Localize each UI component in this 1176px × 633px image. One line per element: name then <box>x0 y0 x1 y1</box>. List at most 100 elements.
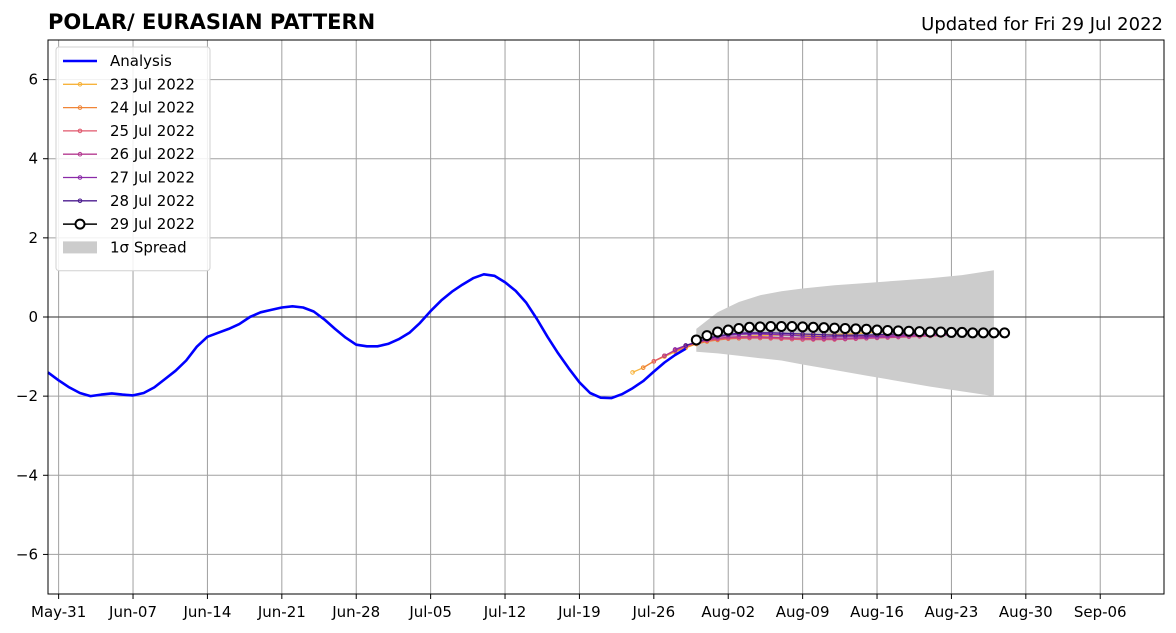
series-line <box>664 334 952 357</box>
x-tick-label: Aug-09 <box>776 603 830 621</box>
x-tick-label: Jun-07 <box>108 603 157 621</box>
series-point <box>860 323 872 335</box>
legend-label: 26 Jul 2022 <box>110 145 195 163</box>
series-point <box>945 326 957 338</box>
x-tick-label: Aug-23 <box>925 603 979 621</box>
legend-item: 29 Jul 2022 <box>63 215 195 233</box>
series-point <box>743 321 755 333</box>
series-point <box>722 324 734 336</box>
series-point <box>818 322 830 334</box>
legend-label: 1σ Spread <box>110 238 187 256</box>
legend-item: 27 Jul 2022 <box>63 169 195 187</box>
legend-label: 24 Jul 2022 <box>110 99 195 117</box>
series-point <box>914 326 926 338</box>
series-point <box>701 330 713 342</box>
x-tick-label: Sep-06 <box>1074 603 1127 621</box>
series-point <box>829 322 841 334</box>
series-point <box>690 334 702 346</box>
y-tick-label: 0 <box>28 308 38 326</box>
series-point <box>662 353 667 359</box>
legend-swatch <box>63 241 97 254</box>
series-point <box>754 321 766 333</box>
series-point <box>683 343 689 348</box>
analysis-line <box>47 272 687 400</box>
series-point <box>871 324 883 336</box>
x-tick-label: Jun-14 <box>182 603 231 621</box>
x-tick-label: Jun-28 <box>331 603 380 621</box>
series-6 <box>690 320 1011 346</box>
series-point <box>768 334 774 340</box>
legend-item: 24 Jul 2022 <box>63 99 195 117</box>
y-tick-label: −4 <box>16 466 38 484</box>
legend-marker <box>77 82 83 87</box>
legend-box <box>55 46 211 272</box>
series-point <box>779 335 784 340</box>
series-point <box>672 347 678 352</box>
x-axis-ticks: May-31 Jun-07 Jun-14 Jun-21 Jun-28 Jul-05 Jul-… <box>31 594 1127 621</box>
x-tick-label: Aug-02 <box>701 603 755 621</box>
x-tick-label: Jun-21 <box>257 603 306 621</box>
legend-marker <box>77 151 83 157</box>
x-tick-label: Aug-30 <box>999 603 1053 621</box>
x-tick-label: Jul-05 <box>408 603 452 621</box>
legend-item: Analysis <box>63 52 172 70</box>
legend-marker <box>74 218 86 230</box>
x-tick-label: May-31 <box>31 603 86 621</box>
series-point <box>924 326 936 338</box>
legend: Analysis 23 Jul 2022 24 Jul 2022 25 Jul 202… <box>55 46 211 272</box>
y-tick-label: −2 <box>16 387 38 405</box>
series-point <box>850 323 862 335</box>
legend-label: Analysis <box>110 52 172 70</box>
legend-marker <box>77 198 83 204</box>
x-tick-label: Aug-16 <box>850 603 904 621</box>
series-layer <box>630 320 1011 375</box>
legend-marker <box>77 175 83 180</box>
series-point <box>935 326 947 338</box>
series-point <box>640 365 646 370</box>
legend-item: 28 Jul 2022 <box>63 192 195 210</box>
x-tick-label: Jul-26 <box>632 603 676 621</box>
series-point <box>882 324 894 336</box>
series-point <box>967 327 979 339</box>
series-point <box>786 320 798 332</box>
y-tick-label: 2 <box>28 229 38 247</box>
series-point <box>892 325 904 337</box>
series-line <box>674 332 963 351</box>
legend-item: 1σ Spread <box>63 238 187 256</box>
series-point <box>775 320 787 332</box>
y-tick-label: −6 <box>16 545 38 563</box>
legend-label: 28 Jul 2022 <box>110 192 195 210</box>
series-point <box>988 327 1000 339</box>
series-point <box>765 320 777 332</box>
series-point <box>999 327 1011 339</box>
chart-title: POLAR/ EURASIAN PATTERN <box>48 10 375 34</box>
legend-item: 26 Jul 2022 <box>63 145 195 163</box>
series-point <box>797 321 809 333</box>
legend-label: 27 Jul 2022 <box>110 169 195 187</box>
legend-marker <box>77 128 83 134</box>
series-point <box>651 359 657 364</box>
legend-label: 29 Jul 2022 <box>110 215 195 233</box>
series-point <box>903 325 915 337</box>
legend-item: 23 Jul 2022 <box>63 75 195 93</box>
series-point <box>839 322 851 334</box>
series-point <box>977 327 989 339</box>
series-point <box>789 335 795 341</box>
legend-label: 25 Jul 2022 <box>110 122 195 140</box>
series-point <box>630 370 635 375</box>
legend-label: 23 Jul 2022 <box>110 75 195 93</box>
y-tick-label: 6 <box>28 71 38 89</box>
y-axis-ticks: −6 −4 −2 0 2 4 6 <box>16 71 48 563</box>
analysis-layer <box>47 272 687 400</box>
y-tick-label: 4 <box>28 150 38 168</box>
series-point <box>712 326 724 338</box>
legend-item: 25 Jul 2022 <box>63 122 195 140</box>
chart-subtitle: Updated for Fri 29 Jul 2022 <box>921 14 1163 35</box>
x-tick-label: Jul-12 <box>483 603 527 621</box>
legend-marker <box>77 105 83 110</box>
series-point <box>733 322 745 334</box>
x-tick-label: Jul-19 <box>557 603 601 621</box>
series-point <box>956 326 968 338</box>
series-point <box>807 321 819 333</box>
